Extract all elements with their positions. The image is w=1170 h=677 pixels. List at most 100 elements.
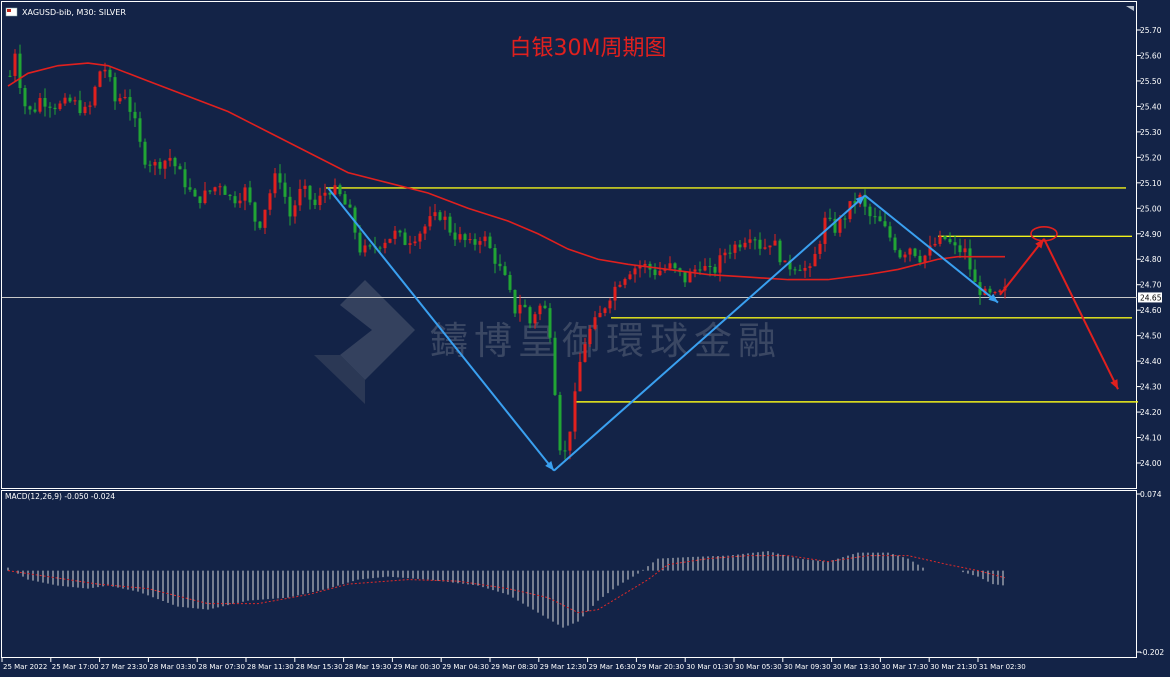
candle-body (558, 394, 562, 451)
candle-body (788, 260, 792, 270)
candle-body (158, 161, 162, 169)
candle-body (668, 263, 672, 269)
wave-arrow-head-icon (988, 293, 998, 303)
candle-body (258, 221, 262, 228)
candle-body (193, 189, 197, 197)
window-menu-icon[interactable] (5, 7, 18, 17)
time-tick-label: 29 Mar 00:30 (393, 663, 440, 671)
candle-body (133, 111, 137, 119)
candle-body (28, 106, 32, 110)
candle-body (268, 193, 272, 210)
candle-body (263, 209, 267, 228)
candle-body (53, 107, 57, 110)
candle-body (563, 450, 567, 452)
candle-body (188, 187, 192, 190)
macd-tick-label: 0.074 (1140, 490, 1162, 499)
price-tick-label: 25.10 (1140, 179, 1162, 188)
candle-body (253, 202, 257, 222)
watermark-logo-shadow-icon (314, 355, 365, 404)
price-tick-label: 25.70 (1140, 26, 1162, 35)
candle-body (38, 98, 42, 112)
scroll-marker-icon[interactable] (1126, 6, 1134, 11)
candle-body (353, 207, 357, 233)
candle-body (288, 196, 292, 217)
candle-body (433, 212, 437, 217)
macd-tick-label: -0.202 (1140, 648, 1164, 657)
candle-body (398, 230, 402, 233)
candle-body (803, 267, 807, 271)
candle-body (618, 284, 622, 287)
time-tick-label: 28 Mar 03:30 (149, 663, 196, 671)
candle-body (973, 269, 977, 283)
price-tick-label: 24.10 (1140, 434, 1162, 443)
candle-body (693, 269, 697, 272)
wave-arrow-shaft (327, 187, 555, 472)
price-tick-label: 25.20 (1140, 153, 1162, 162)
candle-body (63, 97, 67, 104)
candle-body (213, 187, 217, 192)
candle-body (18, 53, 22, 89)
candle-body (453, 232, 457, 240)
candle-body (673, 263, 677, 269)
candle-body (308, 185, 312, 200)
candle-body (183, 169, 187, 188)
candle-body (463, 234, 467, 241)
candle-body (633, 268, 637, 275)
candle-body (578, 361, 582, 392)
candle-body (728, 252, 732, 254)
chart-title: 白银30M周期图 (510, 36, 667, 61)
forecast-arrow-head-icon (1110, 379, 1118, 390)
candle-body (708, 266, 712, 268)
candle-body (913, 248, 917, 256)
watermark-text: 鑄博皇御環球金融 (430, 319, 782, 363)
wave-arrow-head-icon (545, 461, 554, 471)
candle-body (863, 194, 867, 207)
candle-body (883, 221, 887, 227)
price-tick-label: 24.90 (1140, 230, 1162, 239)
price-tick-label: 24.60 (1140, 306, 1162, 315)
candle-body (378, 247, 382, 249)
candle-body (603, 308, 607, 313)
candle-body (943, 236, 947, 240)
candle-body (988, 288, 992, 293)
candle-body (818, 243, 822, 254)
time-tick-label: 29 Mar 08:30 (491, 663, 538, 671)
candle-body (628, 274, 632, 280)
macd-panel-frame (1, 490, 1137, 658)
candle-body (98, 71, 102, 87)
candle-body (933, 243, 937, 246)
candle-body (168, 157, 172, 161)
candle-body (763, 247, 767, 249)
candle-body (683, 272, 687, 283)
candle-body (908, 248, 912, 255)
candle-body (598, 312, 602, 318)
candle-body (993, 292, 997, 294)
price-tick-label: 24.00 (1140, 459, 1162, 468)
candle-body (733, 244, 737, 253)
wave-arrow-shaft (864, 194, 999, 304)
candle-body (718, 255, 722, 273)
candle-body (998, 290, 1002, 293)
candle-body (368, 245, 372, 247)
price-tick-label: 25.40 (1140, 102, 1162, 111)
time-tick-label: 27 Mar 23:30 (101, 663, 148, 671)
candle-body (228, 194, 232, 197)
candle-body (58, 103, 62, 110)
candle-body (313, 199, 317, 206)
macd-axis: 0.074 -0.202 (1137, 490, 1164, 657)
candle-body (73, 100, 77, 102)
candle-body (793, 269, 797, 271)
candle-body (808, 266, 812, 268)
candle-body (443, 216, 447, 220)
forecast-circle (1030, 225, 1058, 242)
candle-body (553, 337, 557, 395)
candle-body (798, 269, 802, 271)
candle-body (153, 161, 157, 166)
candle-body (828, 217, 832, 219)
candle-body (303, 185, 307, 189)
candle-body (13, 53, 17, 76)
candle-body (293, 205, 297, 217)
candle-body (478, 241, 482, 245)
candle-body (103, 69, 107, 72)
